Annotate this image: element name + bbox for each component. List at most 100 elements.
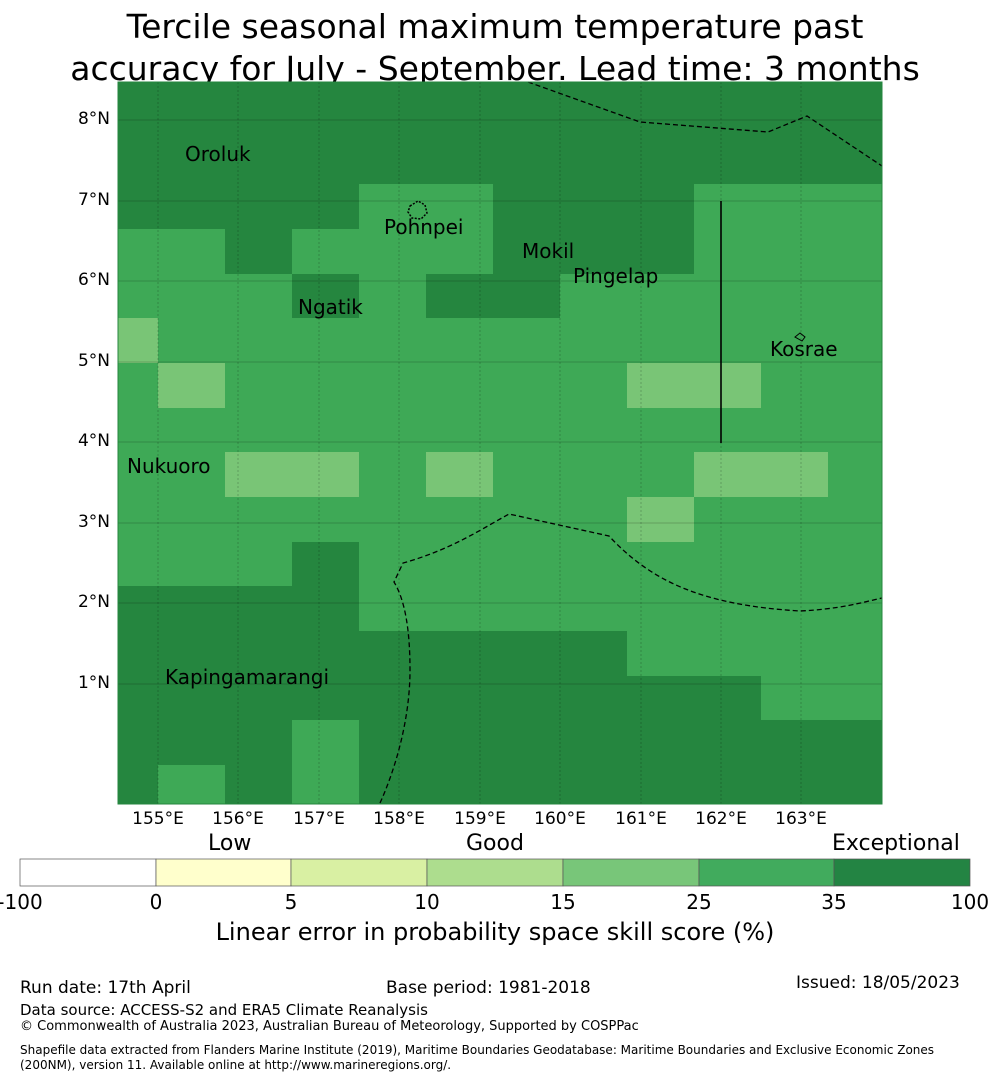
grid-cell [359,184,426,229]
lon-tick-label: 163°E [775,809,827,829]
grid-cell [426,82,493,184]
grid-cell [627,274,694,318]
grid-cell [627,229,694,274]
grid-cell [292,363,359,408]
kosrae-island-shape [794,332,806,342]
colorbar [19,858,971,887]
grid-cell [118,184,158,229]
grid-cell [694,363,761,408]
grid-cell [828,184,882,229]
grid-cell [292,82,359,184]
grid-cell [158,229,225,274]
grid-cell [359,363,426,408]
colorbar-segment [426,858,564,887]
grid-cell [225,229,292,274]
colorbar-segment [19,858,157,887]
grid-cell [560,229,627,274]
grid-cell [627,452,694,497]
grid-cell [694,274,761,318]
grid-cell [292,497,359,542]
grid-cell [828,497,882,542]
place-label: Kapingamarangi [165,665,330,689]
grid-cell [158,452,225,497]
grid-cell [828,82,882,184]
grid-cell [225,408,292,452]
colorbar-tick-label: 5 [284,890,298,914]
grid-cell [118,408,158,452]
grid-cell [292,452,359,497]
colorbar-category-low: Low [208,831,252,856]
data-source: Data source: ACCESS-S2 and ERA5 Climate … [20,1001,428,1019]
grid-cell [694,82,761,184]
grid-cell [493,184,560,229]
grid-cell [359,318,426,363]
grid-cell [225,184,292,229]
grid-cell [627,318,694,363]
shapefile-credit-line-1: Shapefile data extracted from Flanders M… [20,1043,935,1057]
grid-cell [158,82,225,184]
grid-cell [761,363,828,408]
grid-cell [292,542,359,586]
grid-cell [426,184,493,229]
grid-cell [761,184,828,229]
base-period: Base period: 1981-2018 [386,978,591,998]
grid-cell [118,229,158,274]
grid-cell [560,274,627,318]
grid-cell [560,82,627,184]
grid-cell [292,720,359,804]
grid-cell [627,497,694,542]
grid-cell [225,452,292,497]
grid-cell [493,274,560,318]
grid-cell [426,452,493,497]
grid-cell [426,497,493,542]
grid-cell [158,408,225,452]
lat-tick-label: 1°N [77,673,110,693]
grid-cell [761,497,828,542]
grid-cell [225,497,292,542]
colorbar-tick-label: 10 [414,890,440,914]
lat-tick-label: 8°N [77,109,110,129]
grid-cell [828,274,882,318]
grid-cell [426,408,493,452]
grid-cell [828,452,882,497]
lon-tick-label: 162°E [695,809,747,829]
colorbar-segment [562,858,700,887]
colorbar-segment [290,858,428,887]
grid-cell [158,497,225,542]
grid-cell [493,452,560,497]
grid-cell [292,408,359,452]
colorbar-segment [155,858,292,887]
grid-cell [761,82,828,184]
colorbar-category-exceptional: Exceptional [832,831,960,856]
lat-tick-label: 6°N [77,270,110,290]
grid-cell [761,229,828,274]
grid-cell [627,184,694,229]
grid-cell [359,586,627,631]
eez-boundary-south [379,513,883,804]
grid-cell [118,318,158,363]
grid-cell [694,184,761,229]
grid-cell [828,318,882,363]
grid-cell [118,363,158,408]
shapefile-credit: Shapefile data extracted from Flanders M… [20,1043,980,1073]
grid-cell [560,184,627,229]
grid-cell [158,274,225,318]
place-label: Pohnpei [384,215,464,239]
grid-cell [493,318,560,363]
grid-cell [761,676,882,720]
title-line-1: Tercile seasonal maximum temperature pas… [126,7,864,46]
lat-tick-label: 5°N [77,351,110,371]
grid-cell [158,765,225,804]
grid-cell [493,229,560,274]
shapefile-credit-line-2: (200NM), version 11. Available online at… [20,1058,452,1072]
map-frame [117,81,883,805]
grid-cell [493,497,560,542]
grid-cell [225,318,292,363]
copyright: © Commonwealth of Australia 2023, Austra… [20,1019,639,1034]
place-label: Kosrae [770,337,838,361]
grid-cell [225,274,292,318]
issued-date: Issued: 18/05/2023 [796,973,960,993]
grid-cell [118,497,158,542]
grid-cell [560,452,627,497]
grid-cell [694,408,761,452]
